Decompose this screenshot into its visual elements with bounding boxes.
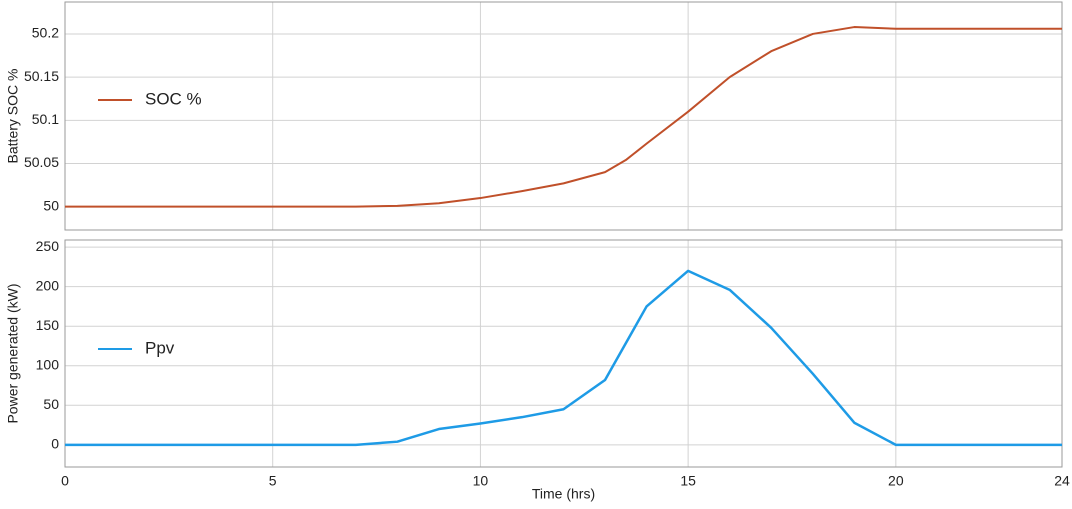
x-tick-label: 10: [473, 473, 489, 489]
y-tick-label: 50: [43, 197, 59, 213]
data-line: [65, 269, 1062, 447]
x-tick-label: 0: [61, 473, 69, 489]
y-tick-label: 200: [36, 277, 60, 293]
data-line: [65, 26, 1062, 208]
y-tick-label: 250: [36, 238, 60, 254]
plot-area: [65, 2, 1062, 230]
y-tick-label: 50.2: [32, 25, 59, 41]
y-tick-label: 150: [36, 317, 60, 333]
y-axis-label: Power generated (kW): [5, 283, 21, 423]
y-tick-label: 0: [51, 436, 59, 452]
y-tick-label: 50.1: [32, 111, 59, 127]
x-tick-label: 5: [269, 473, 277, 489]
plot-area: [65, 240, 1062, 467]
x-tick-label: 15: [680, 473, 696, 489]
x-axis-label: Time (hrs): [532, 486, 595, 502]
y-tick-label: 50.15: [24, 68, 59, 84]
y-tick-label: 50.05: [24, 154, 59, 170]
y-axis-label: Battery SOC %: [5, 69, 21, 164]
y-tick-label: 100: [36, 356, 60, 372]
legend-label: SOC %: [145, 89, 202, 108]
y-tick-label: 50: [43, 396, 59, 412]
plot-frame: [64, 239, 1063, 468]
plot-frame: [64, 1, 1063, 231]
legend-label: Ppv: [145, 338, 175, 357]
x-tick-label: 20: [888, 473, 904, 489]
x-tick-label: 24: [1054, 473, 1070, 489]
